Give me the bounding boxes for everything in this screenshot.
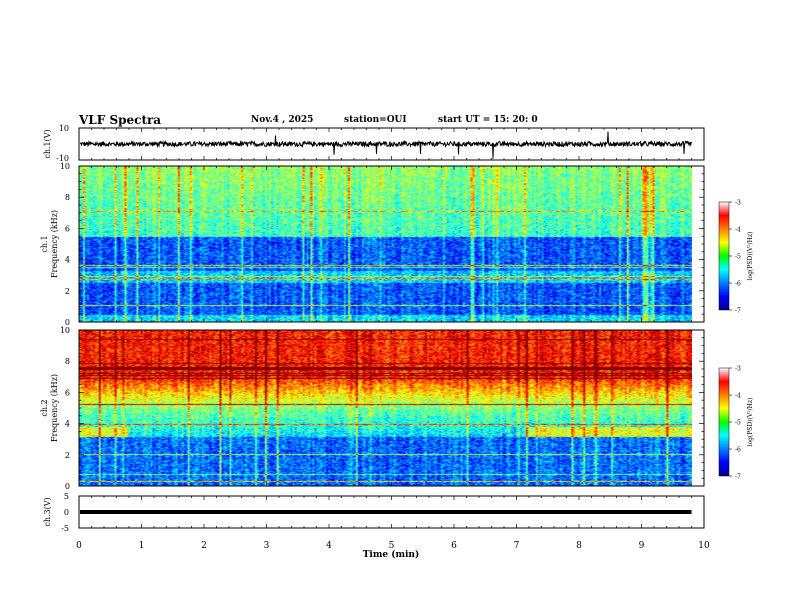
- ch2-spec-ylabel-channel: ch.2: [40, 399, 49, 416]
- ch2-spec-ylabel-freq: Frequency (kHz): [50, 374, 59, 442]
- ch2-colorbar-label: log(PSD)(V²/Hz): [747, 398, 754, 447]
- ch1-waveform-panel: 10 -10 ch.1(V): [43, 124, 705, 163]
- colorbar-tick-label: -5: [735, 420, 741, 427]
- time-tick-label: 7: [514, 541, 520, 551]
- ch1-time-ticks: [78, 128, 705, 160]
- colorbar-tick-label: -7: [735, 474, 741, 481]
- time-tick-label: 9: [639, 541, 645, 551]
- ch3-waveform-panel: 5 0 -5 ch.3(V): [43, 492, 705, 533]
- freq-tick-label: 4: [65, 420, 70, 429]
- colorbar-tick-label: -4: [735, 227, 741, 234]
- ch3-ytick-bottom: -5: [61, 524, 69, 533]
- ch1-freq-ticks: 0 2 4 6 8 10: [60, 162, 704, 327]
- freq-tick-label: 0: [65, 482, 70, 491]
- colorbar-tick-label: -3: [735, 366, 741, 373]
- ch3-ytick-mid: 0: [64, 508, 69, 517]
- freq-tick-label: 2: [65, 451, 70, 460]
- ch2-spectrogram-image: [79, 330, 692, 486]
- freq-tick-label: 8: [65, 193, 70, 202]
- freq-tick-label: 4: [65, 256, 70, 265]
- time-tick-label: 5: [389, 541, 395, 551]
- ch1-ytick-top: 10: [59, 124, 69, 133]
- ch1-colorbar: -3 -4 -5 -6 -7 log(PSD)(V²/Hz): [718, 200, 754, 315]
- ch3-ylabel: ch.3(V): [43, 497, 52, 526]
- ch1-waveform-line: [79, 131, 692, 159]
- freq-tick-label: 0: [65, 318, 70, 327]
- colorbar-tick-label: -6: [735, 281, 741, 288]
- freq-tick-label: 2: [65, 287, 70, 296]
- ch1-spectrogram-image: [79, 166, 692, 322]
- freq-tick-label: 8: [65, 357, 70, 366]
- colorbar-tick-label: -3: [735, 200, 741, 207]
- time-tick-label: 6: [451, 541, 457, 551]
- date-label: Nov.4 , 2025: [251, 115, 314, 125]
- time-tick-label: 3: [264, 541, 270, 551]
- ch2-colorbar: -3 -4 -5 -6 -7 log(PSD)(V²/Hz): [718, 366, 754, 481]
- time-tick-label: 2: [201, 541, 207, 551]
- time-axis-label: Time (min): [363, 549, 420, 560]
- ch1-ylabel: ch.1(V): [43, 129, 52, 158]
- ch1-spec-ylabel-freq: Frequency (kHz): [50, 210, 59, 278]
- freq-tick-label: 10: [60, 162, 70, 171]
- ch1-colorbar-label: log(PSD)(V²/Hz): [747, 232, 754, 281]
- time-axis-tick-labels: 0 1 2 3 4 5 6 7 8 9 10: [76, 541, 710, 551]
- station-label: station=OUI: [344, 115, 407, 125]
- ch1-spec-time-ticks: [78, 166, 705, 322]
- ch2-colorbar-ticks: -3 -4 -5 -6 -7: [729, 366, 741, 481]
- ch2-freq-ticks: 0 2 4 6 8 10: [60, 326, 704, 491]
- time-tick-label: 4: [326, 541, 332, 551]
- start-ut-label: start UT = 15: 20: 0: [438, 115, 538, 125]
- time-tick-label: 8: [576, 541, 582, 551]
- colorbar-tick-label: -6: [735, 447, 741, 454]
- time-tick-label: 1: [139, 541, 145, 551]
- ch2-spec-time-ticks: [78, 330, 705, 486]
- ch1-spec-ylabel-channel: ch.1: [40, 235, 49, 252]
- colorbar-tick-label: -4: [735, 393, 741, 400]
- ch2-spectrogram-panel: 0 2 4 6 8 10 ch.2 Frequency (kHz) -3 -4 -5 -6 -7 …: [40, 326, 754, 491]
- time-tick-label: 10: [698, 541, 710, 551]
- ch3-ytick-top: 5: [64, 492, 69, 501]
- ch1-colorbar-ticks: -3 -4 -5 -6 -7: [729, 200, 741, 315]
- ch1-ytick-bottom: -10: [56, 154, 69, 163]
- chart-title: VLF Spectra: [79, 113, 162, 127]
- freq-tick-label: 10: [60, 326, 70, 335]
- ch1-spectrogram-panel: 0 2 4 6 8 10 ch.1 Frequency (kHz) -3 -4 -5 -6 -7 …: [40, 162, 754, 327]
- freq-tick-label: 6: [65, 224, 70, 233]
- colorbar-tick-label: -7: [735, 308, 741, 315]
- ch3-time-ticks: [78, 496, 705, 528]
- time-tick-label: 0: [76, 541, 82, 551]
- freq-tick-label: 6: [65, 388, 70, 397]
- colorbar-tick-label: -5: [735, 254, 741, 261]
